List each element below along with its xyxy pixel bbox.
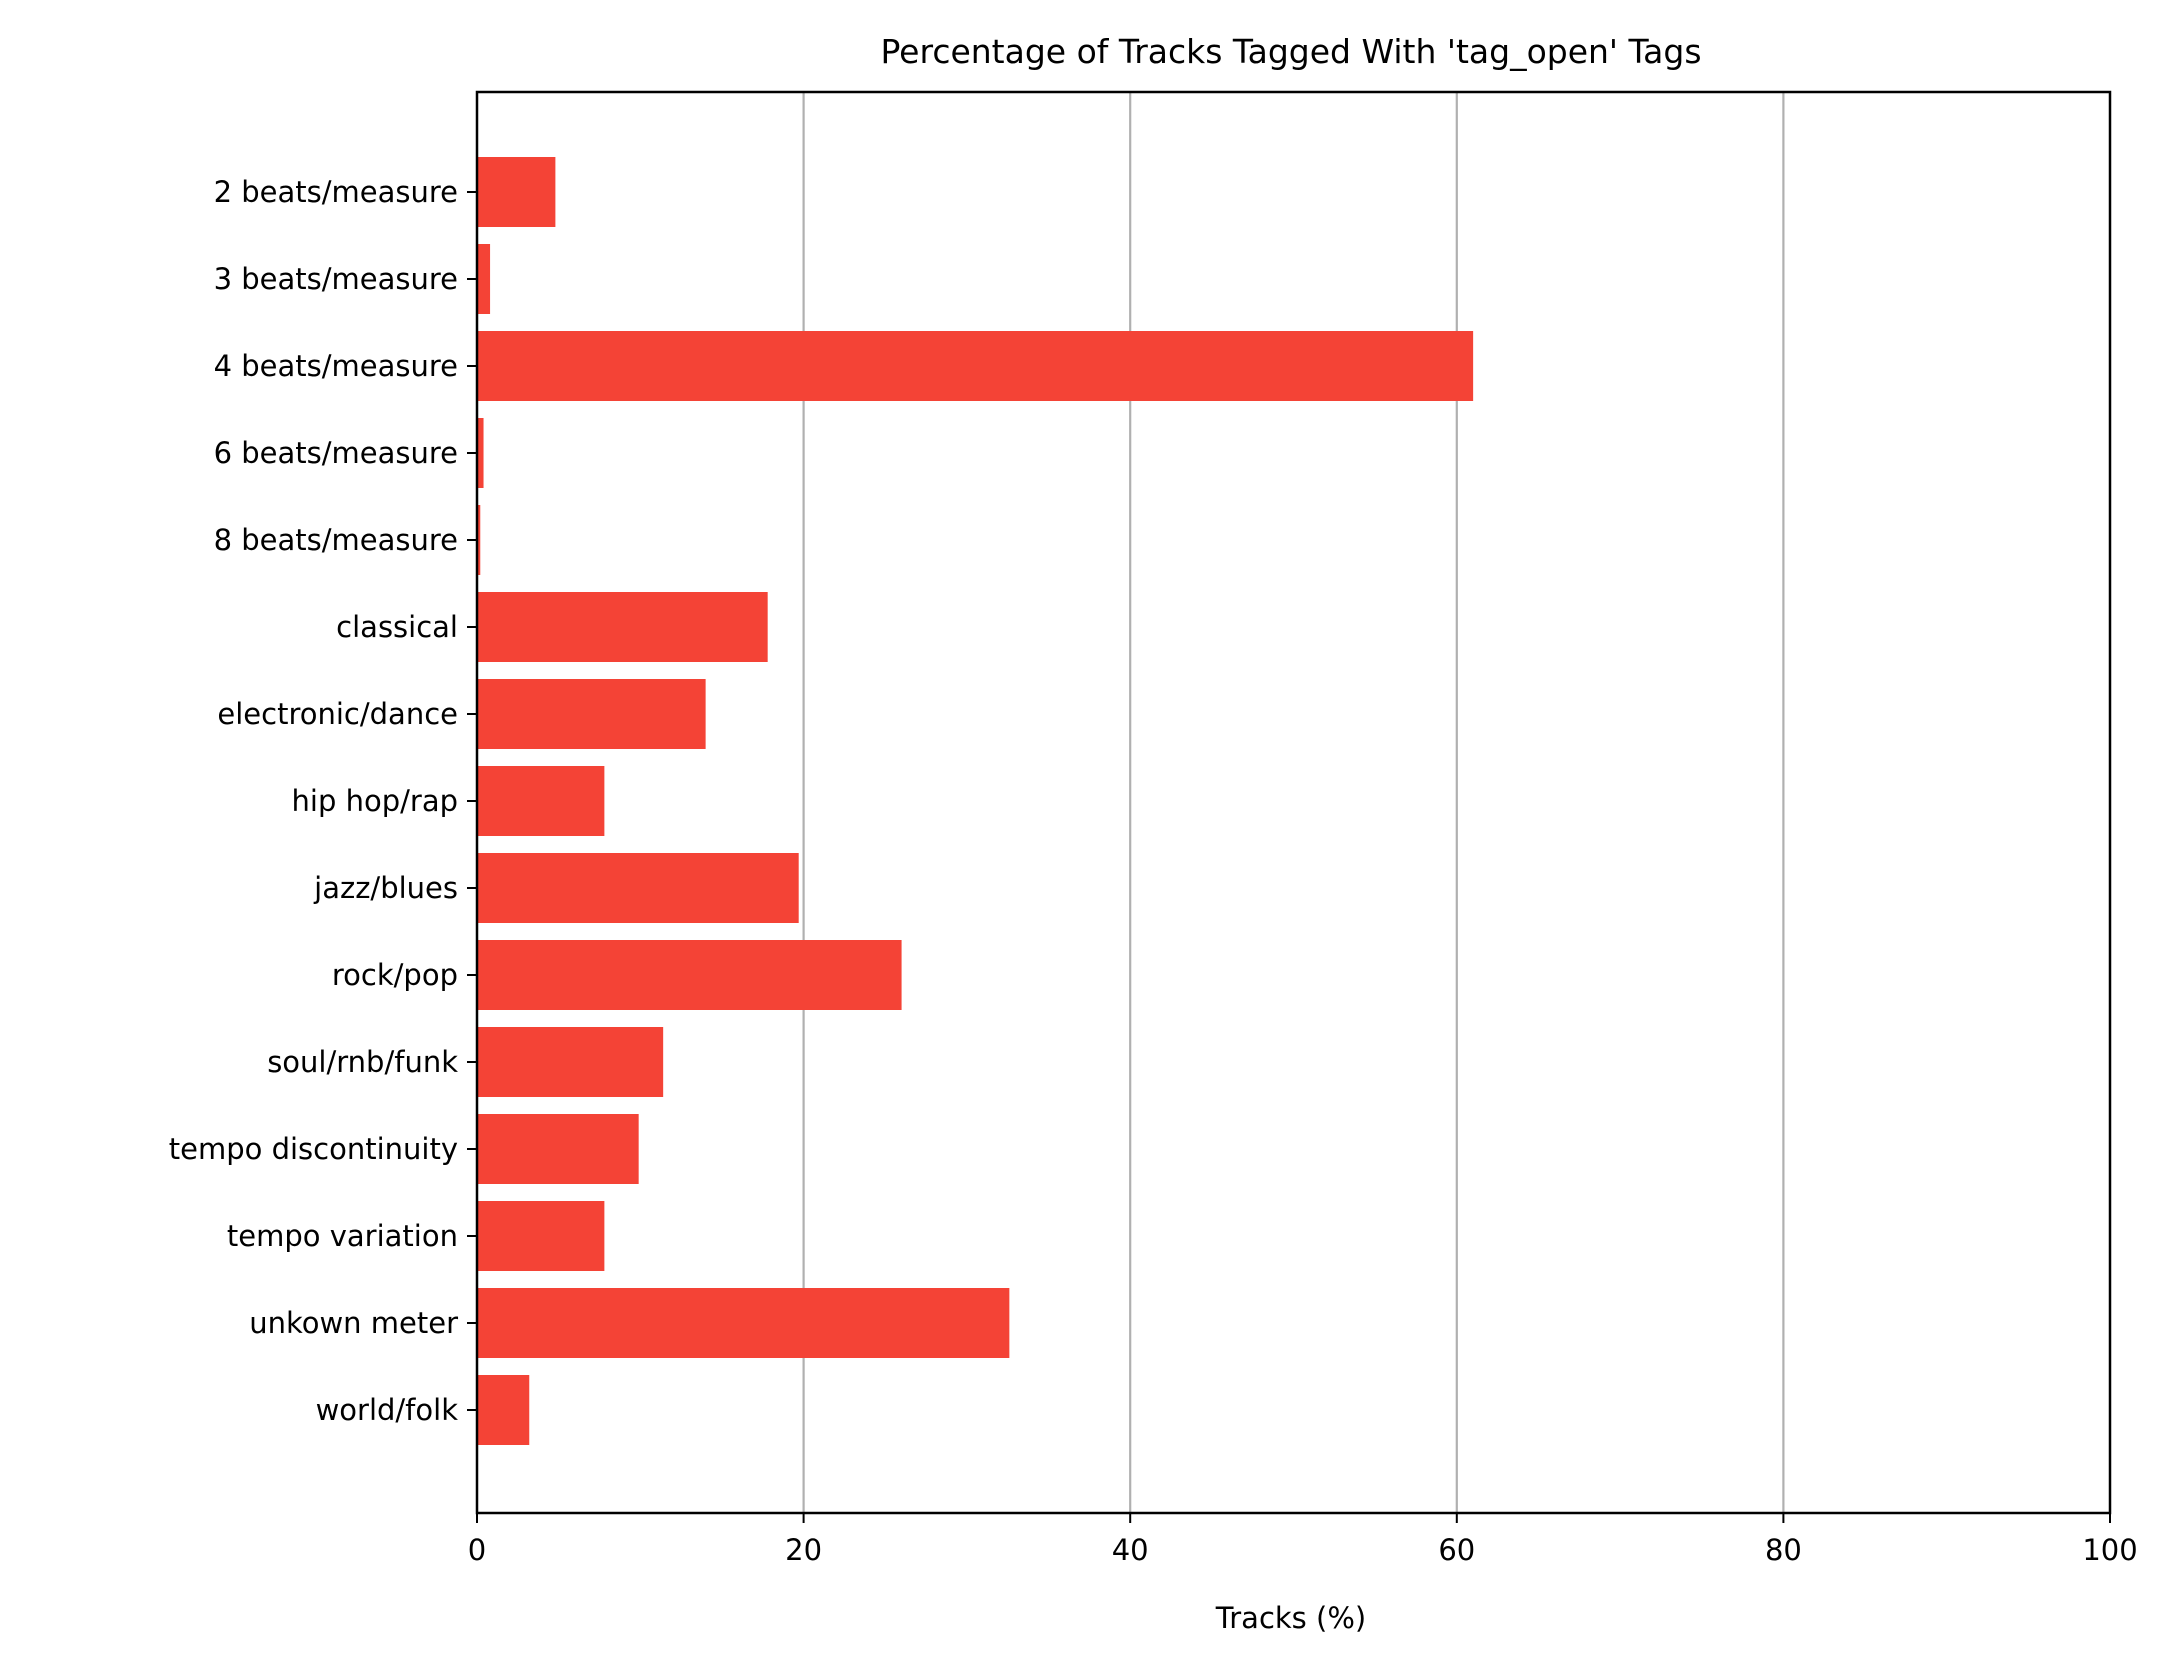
y-tick-label: 3 beats/measure (214, 262, 458, 296)
y-tick-label: 2 beats/measure (214, 175, 458, 209)
y-tick-label: world/folk (316, 1393, 459, 1427)
gridlines (802, 92, 1785, 1513)
bars (477, 157, 1474, 1445)
bar (477, 418, 484, 488)
x-tick-label: 60 (1438, 1533, 1475, 1567)
y-tick-label: jazz/blues (313, 871, 458, 905)
y-tick-label: unkown meter (249, 1306, 458, 1340)
y-tick-label: 8 beats/measure (214, 523, 458, 557)
y-tick-label: classical (336, 610, 458, 644)
y-tick-label: rock/pop (332, 958, 458, 992)
bar (477, 592, 768, 662)
plot-area-frame (475, 90, 2112, 1515)
bar (477, 244, 491, 314)
bar (477, 1288, 1010, 1358)
bar (477, 853, 799, 923)
x-axis-ticks: 0 20 40 60 80 100 (468, 1513, 2138, 1567)
bar (477, 505, 481, 575)
x-tick-label: 40 (1112, 1533, 1149, 1567)
x-axis-label: Tracks (%) (1215, 1601, 1366, 1635)
y-tick-label: hip hop/rap (292, 784, 458, 818)
bar (477, 157, 556, 227)
y-axis-ticks: 2 beats/measure 3 beats/measure 4 beats/me… (169, 175, 477, 1427)
x-tick-label: 100 (2082, 1533, 2137, 1567)
bar (477, 1114, 639, 1184)
bar (477, 1027, 664, 1097)
x-tick-label: 20 (785, 1533, 822, 1567)
x-tick-label: 80 (1765, 1533, 1802, 1567)
y-tick-label: 4 beats/measure (214, 349, 458, 383)
bar (477, 331, 1474, 401)
bar (477, 940, 902, 1010)
y-tick-label: 6 beats/measure (214, 436, 458, 470)
chart-title: Percentage of Tracks Tagged With 'tag_op… (880, 32, 1701, 71)
bar (477, 1201, 605, 1271)
y-tick-label: electronic/dance (217, 697, 458, 731)
x-tick-label: 0 (468, 1533, 486, 1567)
bar (477, 1375, 530, 1445)
bar (477, 766, 605, 836)
y-tick-label: soul/rnb/funk (267, 1045, 458, 1079)
y-tick-label: tempo discontinuity (169, 1132, 458, 1166)
y-tick-label: tempo variation (227, 1219, 458, 1253)
bar (477, 679, 706, 749)
